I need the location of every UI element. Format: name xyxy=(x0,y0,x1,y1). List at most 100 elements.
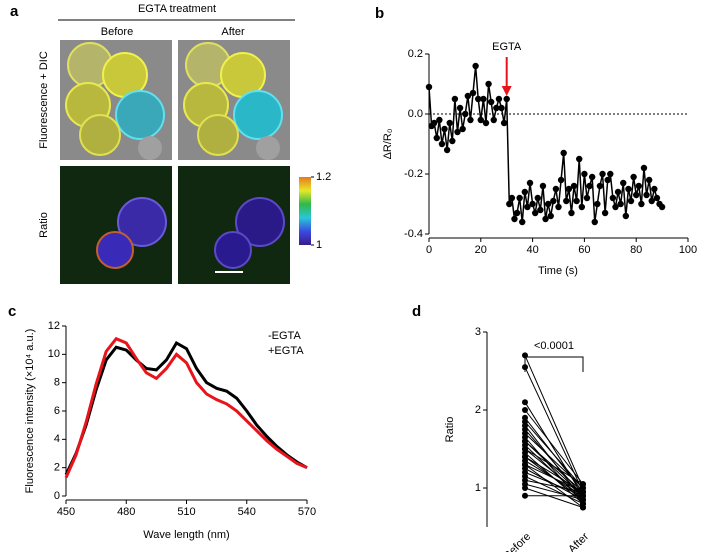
significance-bracket xyxy=(524,356,584,372)
data-point xyxy=(430,119,438,127)
y-tick-label: -0.2 xyxy=(404,168,423,180)
panel-label: a xyxy=(10,3,19,20)
data-point xyxy=(591,218,598,226)
data-point xyxy=(506,200,513,208)
data-point xyxy=(519,218,526,226)
y-tick-label: 0.2 xyxy=(408,48,423,60)
pair-line xyxy=(524,421,584,489)
data-point xyxy=(464,92,472,100)
y-tick-label: 1 xyxy=(475,482,481,494)
data-point xyxy=(612,203,619,211)
y-axis-label: Fluorescence intensity (×10⁴ a.u.) xyxy=(24,329,36,494)
data-point xyxy=(560,149,567,157)
data-point xyxy=(531,209,539,217)
data-point xyxy=(482,119,490,127)
data-point xyxy=(596,182,604,190)
row-label: Ratio xyxy=(38,212,50,238)
x-tick-label: 80 xyxy=(630,244,642,256)
ratio-image xyxy=(178,166,290,284)
y-tick-label: 3 xyxy=(475,326,481,338)
data-point xyxy=(643,191,650,199)
data-point xyxy=(511,215,518,223)
data-point xyxy=(648,197,655,205)
data-point xyxy=(658,203,666,211)
ratio-image xyxy=(60,166,172,284)
panel-label: c xyxy=(8,303,16,320)
x-tick-label: 510 xyxy=(177,506,195,518)
data-point xyxy=(620,179,627,187)
pair-line xyxy=(524,471,584,497)
data-point xyxy=(503,95,510,103)
x-tick-label: 450 xyxy=(57,506,75,518)
y-tick-label: 6 xyxy=(54,405,60,417)
data-point xyxy=(524,203,531,211)
y-axis-label: Ratio xyxy=(444,417,456,443)
x-tick-label: 100 xyxy=(679,244,697,256)
data-point xyxy=(493,104,500,112)
data-point xyxy=(495,95,503,103)
data-point xyxy=(627,197,635,205)
x-tick-label: 540 xyxy=(238,506,256,518)
data-point xyxy=(614,188,622,196)
data-point xyxy=(490,116,497,124)
data-point xyxy=(446,119,453,127)
data-point xyxy=(508,194,516,202)
pair-line xyxy=(524,483,584,501)
data-point xyxy=(451,95,459,103)
x-tick-label: 480 xyxy=(117,506,135,518)
data-point xyxy=(462,110,469,118)
colorbar-tick-label: 1 xyxy=(316,239,322,251)
data-point xyxy=(651,185,658,193)
data-point xyxy=(529,200,536,208)
data-point xyxy=(604,176,611,184)
y-axis-label: ΔR/R₀ xyxy=(382,129,394,160)
data-point xyxy=(580,504,586,511)
micrograph xyxy=(60,40,172,160)
data-point xyxy=(487,98,495,106)
column-label: Before xyxy=(101,26,133,38)
data-point xyxy=(500,119,508,127)
data-point xyxy=(477,116,484,124)
y-tick-label: 0.0 xyxy=(408,108,423,120)
pair-line xyxy=(524,456,584,493)
data-point xyxy=(544,200,552,208)
pair-line xyxy=(524,409,584,485)
data-point xyxy=(640,164,648,172)
data-point xyxy=(537,206,544,214)
data-point xyxy=(436,116,443,124)
micrograph xyxy=(178,40,290,160)
series-line xyxy=(428,65,663,223)
data-point xyxy=(522,485,528,491)
x-tick-label: Before xyxy=(502,531,533,552)
data-point xyxy=(588,173,596,181)
data-point xyxy=(625,185,632,193)
data-point xyxy=(542,215,549,223)
pair-line xyxy=(524,464,584,493)
x-tick-label: 0 xyxy=(426,244,432,256)
data-point xyxy=(522,407,528,413)
data-point xyxy=(522,399,528,406)
data-point xyxy=(498,104,505,112)
data-point xyxy=(469,89,477,97)
x-axis-label: Wave length (nm) xyxy=(143,529,229,541)
data-point xyxy=(565,185,573,193)
data-point xyxy=(425,83,433,91)
x-tick-label: 60 xyxy=(578,244,590,256)
data-point xyxy=(638,200,645,208)
row-label: Fluorescence + DIC xyxy=(38,51,50,149)
panel-label: b xyxy=(375,5,384,22)
series-line xyxy=(64,336,308,479)
data-point xyxy=(539,182,547,190)
data-point xyxy=(480,95,487,103)
data-point xyxy=(513,209,521,217)
data-point xyxy=(522,492,528,499)
data-point xyxy=(563,197,570,205)
pair-line xyxy=(524,440,584,497)
y-tick-label: -0.4 xyxy=(404,228,423,240)
annotation: EGTA xyxy=(492,41,522,53)
pair-line xyxy=(524,448,584,485)
data-point xyxy=(586,182,593,190)
data-point xyxy=(609,194,617,202)
data-point xyxy=(433,134,440,142)
